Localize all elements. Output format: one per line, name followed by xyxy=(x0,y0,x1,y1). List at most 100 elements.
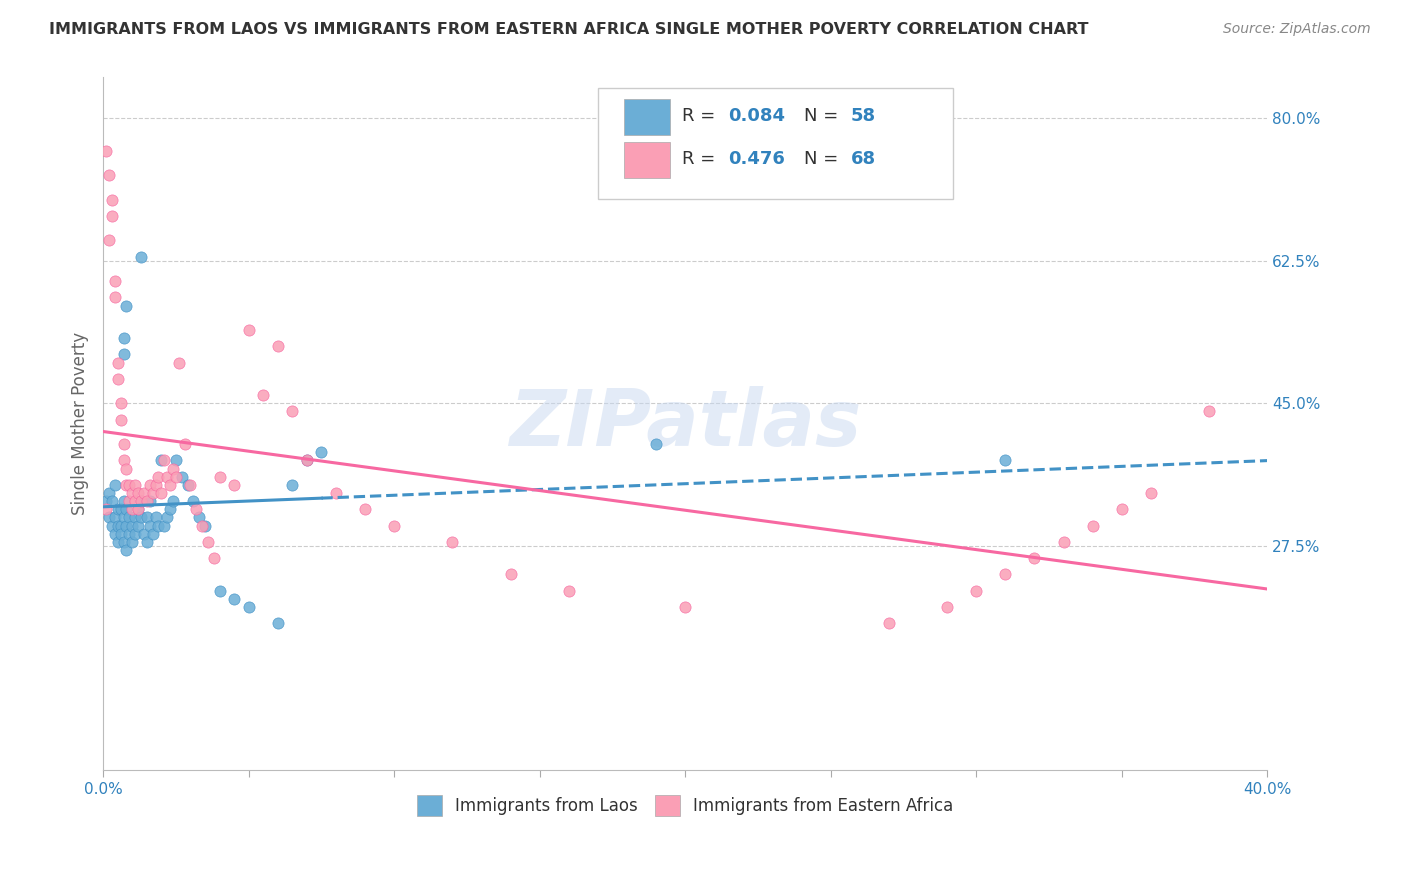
Point xyxy=(121,486,143,500)
Text: ZIPatlas: ZIPatlas xyxy=(509,385,862,462)
Point xyxy=(110,396,132,410)
Point xyxy=(145,478,167,492)
Point xyxy=(112,494,135,508)
Point xyxy=(153,518,176,533)
Point xyxy=(167,356,190,370)
Point xyxy=(183,494,205,508)
Point xyxy=(127,486,149,500)
Point xyxy=(127,502,149,516)
Point xyxy=(281,404,304,418)
Point xyxy=(252,388,274,402)
Point xyxy=(112,347,135,361)
Point xyxy=(1052,534,1074,549)
Text: 0.476: 0.476 xyxy=(728,150,785,169)
Point xyxy=(159,478,181,492)
Text: 58: 58 xyxy=(851,106,876,125)
Point xyxy=(124,478,146,492)
Point xyxy=(121,518,143,533)
Y-axis label: Single Mother Poverty: Single Mother Poverty xyxy=(72,332,89,516)
Point xyxy=(150,453,173,467)
Point xyxy=(354,502,377,516)
Text: N =: N = xyxy=(804,106,844,125)
Point xyxy=(101,518,124,533)
Point xyxy=(165,469,187,483)
Point xyxy=(115,299,138,313)
Point xyxy=(165,453,187,467)
Point xyxy=(107,502,129,516)
Point xyxy=(645,437,668,451)
Point xyxy=(173,437,195,451)
Point xyxy=(107,534,129,549)
Point xyxy=(156,469,179,483)
Point xyxy=(118,510,141,524)
Point xyxy=(115,461,138,475)
Point xyxy=(1081,518,1104,533)
Point xyxy=(132,486,155,500)
Text: 68: 68 xyxy=(851,150,876,169)
Point xyxy=(1111,502,1133,516)
Point xyxy=(877,616,900,631)
Point xyxy=(156,510,179,524)
Point xyxy=(107,356,129,370)
Point xyxy=(499,567,522,582)
Point xyxy=(224,591,246,606)
Point xyxy=(94,502,117,516)
Point xyxy=(104,510,127,524)
Point xyxy=(148,518,170,533)
Point xyxy=(124,510,146,524)
Point xyxy=(129,494,152,508)
Point xyxy=(118,494,141,508)
Point xyxy=(994,453,1017,467)
Point xyxy=(129,510,152,524)
Point xyxy=(176,478,198,492)
Point xyxy=(107,372,129,386)
Point xyxy=(936,600,959,615)
Point xyxy=(224,478,246,492)
Point xyxy=(1198,404,1220,418)
Point xyxy=(115,478,138,492)
Point xyxy=(115,502,138,516)
Text: R =: R = xyxy=(682,106,721,125)
Bar xyxy=(623,142,671,178)
Point xyxy=(127,502,149,516)
Text: Source: ZipAtlas.com: Source: ZipAtlas.com xyxy=(1223,22,1371,37)
Point xyxy=(124,494,146,508)
Point xyxy=(142,526,165,541)
Point xyxy=(441,534,464,549)
Point xyxy=(162,461,184,475)
Point xyxy=(138,478,160,492)
Point xyxy=(107,518,129,533)
Point xyxy=(124,526,146,541)
Point xyxy=(97,486,120,500)
Point xyxy=(311,445,333,459)
Point xyxy=(110,526,132,541)
Point xyxy=(135,510,157,524)
Point xyxy=(267,616,290,631)
Point xyxy=(208,469,231,483)
Point xyxy=(142,486,165,500)
Point xyxy=(1024,551,1046,566)
Point xyxy=(104,274,127,288)
Point xyxy=(101,209,124,223)
Point xyxy=(97,168,120,182)
Point xyxy=(159,502,181,516)
Point xyxy=(673,600,696,615)
Point xyxy=(112,510,135,524)
Legend: Immigrants from Laos, Immigrants from Eastern Africa: Immigrants from Laos, Immigrants from Ea… xyxy=(409,787,962,824)
Point xyxy=(97,510,120,524)
Point xyxy=(186,502,208,516)
Point xyxy=(191,518,214,533)
Point xyxy=(129,494,152,508)
Point xyxy=(135,494,157,508)
Text: R =: R = xyxy=(682,150,721,169)
Point xyxy=(208,583,231,598)
Point xyxy=(104,290,127,304)
Point xyxy=(558,583,581,598)
Point xyxy=(104,478,127,492)
Point xyxy=(153,453,176,467)
Point xyxy=(118,526,141,541)
Point xyxy=(238,323,260,337)
Point xyxy=(132,526,155,541)
Point xyxy=(97,234,120,248)
Point xyxy=(197,534,219,549)
